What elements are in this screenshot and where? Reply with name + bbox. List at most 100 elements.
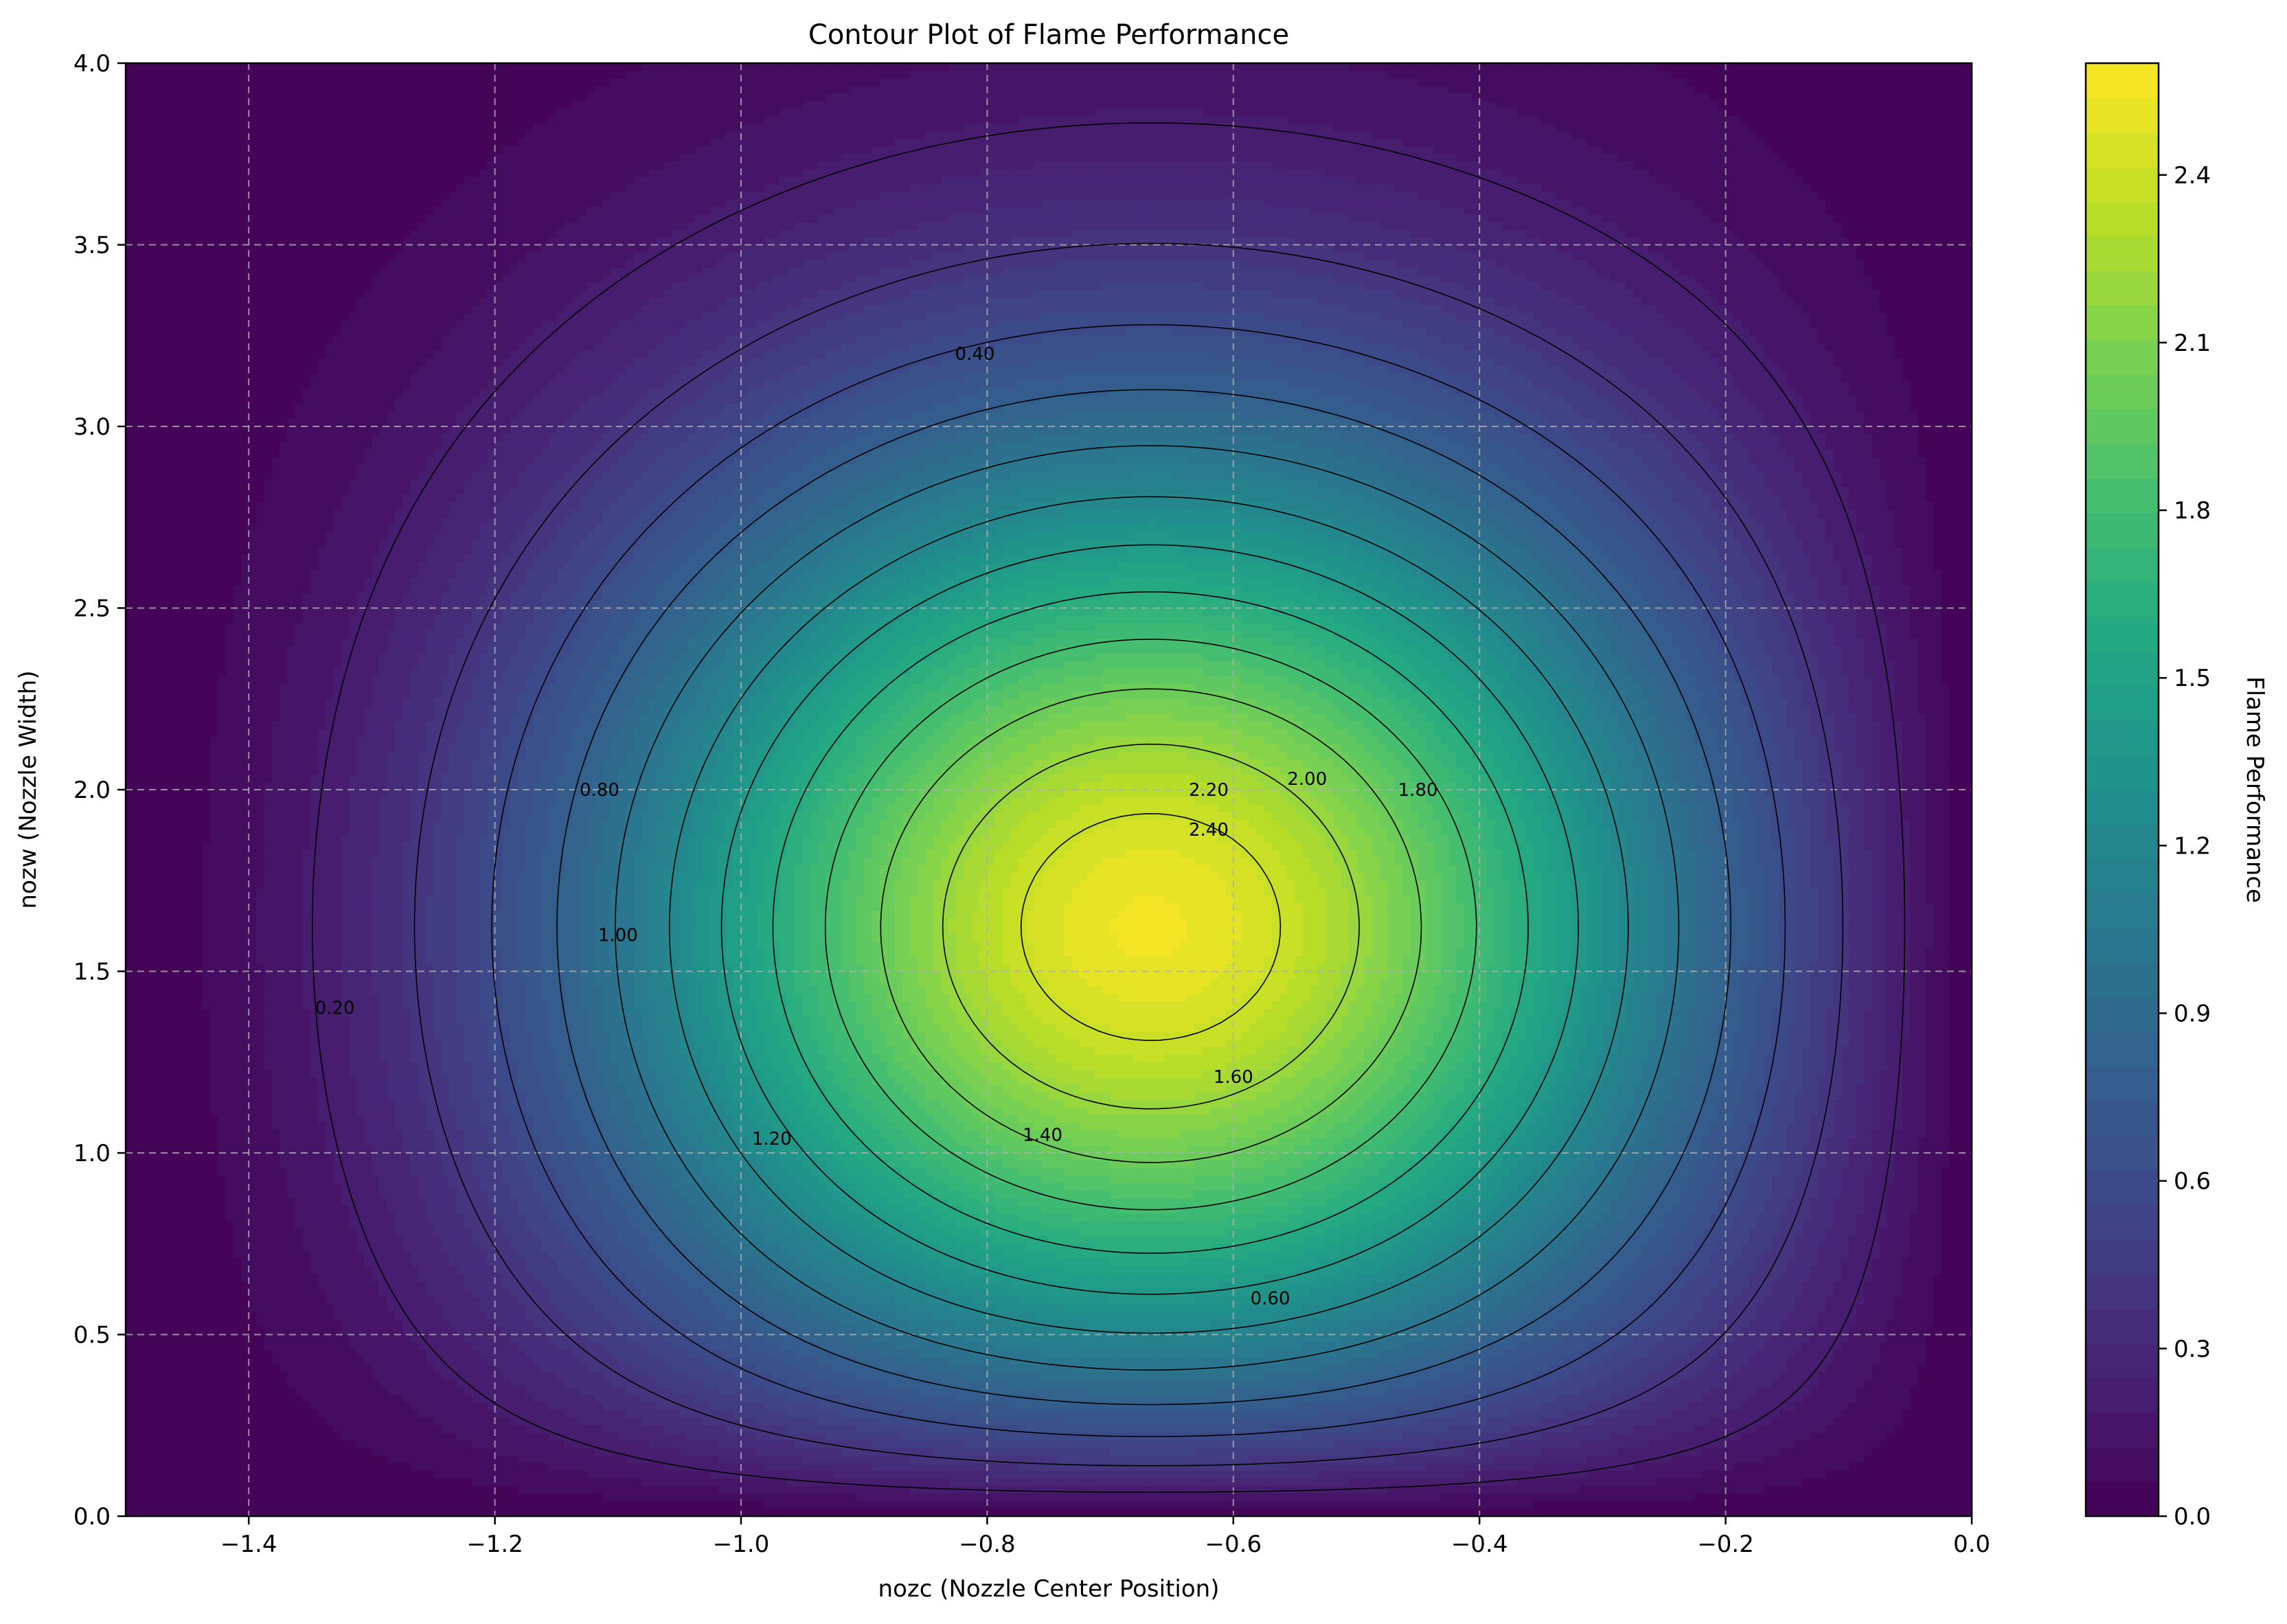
contour-cell [356,154,365,162]
contour-cell [1402,116,1411,124]
contour-cell [149,184,157,192]
contour-cell [1825,86,1834,94]
contour-cell [1064,184,1072,192]
contour-cell [1595,154,1603,162]
contour-cell [941,101,949,109]
contour-cell [218,124,226,132]
contour-cell [979,101,988,109]
contour-cell [1349,192,1357,200]
contour-cell [1426,184,1434,192]
contour-cell [1764,146,1773,155]
contour-cell [157,93,165,102]
contour-cell [1426,169,1434,177]
contour-cell [1118,154,1126,162]
contour-cell [1279,71,1288,79]
contour-cell [1264,161,1273,170]
contour-cell [749,86,757,94]
contour-cell [1572,199,1580,207]
contour-cell [1164,131,1172,139]
contour-cell [810,124,819,132]
contour-cell [1380,176,1388,185]
contour-cell [564,176,572,185]
contour-cell [895,192,903,200]
contour-cell [1356,63,1365,71]
contour-cell [556,146,565,155]
contour-cell [1087,154,1095,162]
contour-cell [395,176,403,185]
contour-cell [587,124,595,132]
contour-cell [1372,93,1380,102]
contour-cell [1957,63,1965,71]
contour-cell [210,184,218,192]
contour-cell [1249,101,1257,109]
contour-cell [826,176,834,185]
contour-cell [1525,139,1534,147]
contour-cell [457,63,465,71]
contour-cell [226,214,234,222]
contour-cell [349,71,357,79]
contour-cell [1149,192,1157,200]
contour-cell [410,131,418,139]
contour-cell [1149,146,1157,155]
contour-cell [1333,184,1341,192]
contour-cell [726,139,734,147]
contour-cell [1018,154,1026,162]
contour-cell [525,101,534,109]
contour-cell [1395,176,1403,185]
contour-cell [1126,124,1134,132]
contour-cell [1895,78,1903,87]
contour-cell [1871,176,1880,185]
contour-cell [1303,101,1311,109]
contour-cell [1256,116,1264,124]
contour-cell [1941,101,1949,109]
contour-cell [234,154,242,162]
contour-cell [780,108,788,117]
contour-cell [318,146,326,155]
contour-cell [1664,154,1672,162]
contour-cell [1164,93,1172,102]
contour-cell [672,108,680,117]
contour-cell [1703,71,1711,79]
contour-cell [395,116,403,124]
contour-cell [1364,207,1372,215]
contour-cell [1695,146,1703,155]
contour-cell [1503,161,1511,170]
contour-cell [241,78,249,87]
contour-cell [1448,184,1457,192]
contour-cell [203,63,211,71]
contour-cell [687,192,696,200]
contour-cell [1256,78,1264,87]
contour-cell [426,63,434,71]
contour-cell [587,154,595,162]
contour-cell [826,207,834,215]
contour-cell [1018,108,1026,117]
contour-cell [1364,199,1372,207]
contour-cell [1118,184,1126,192]
contour-cell [1164,63,1172,71]
contour-cell [1602,192,1611,200]
contour-cell [1095,116,1103,124]
contour-cell [1318,184,1326,192]
contour-cell [226,207,234,215]
contour-cell [803,146,811,155]
contour-cell [256,63,264,71]
contour-cell [187,71,196,79]
contour-cell [795,214,803,222]
contour-cell [741,214,749,222]
contour-cell [726,63,734,71]
contour-cell [1387,139,1396,147]
contour-cell [210,124,218,132]
contour-cell [1611,78,1619,87]
contour-cell [1418,169,1426,177]
contour-cell [495,71,503,79]
contour-cell [172,199,180,207]
contour-cell [1495,139,1503,147]
contour-cell [918,199,926,207]
contour-cell [1902,176,1911,185]
contour-cell [626,78,634,87]
contour-cell [380,101,388,109]
contour-cell [1641,207,1649,215]
contour-cell [1126,101,1134,109]
contour-cell [1095,154,1103,162]
contour-cell [1580,108,1588,117]
